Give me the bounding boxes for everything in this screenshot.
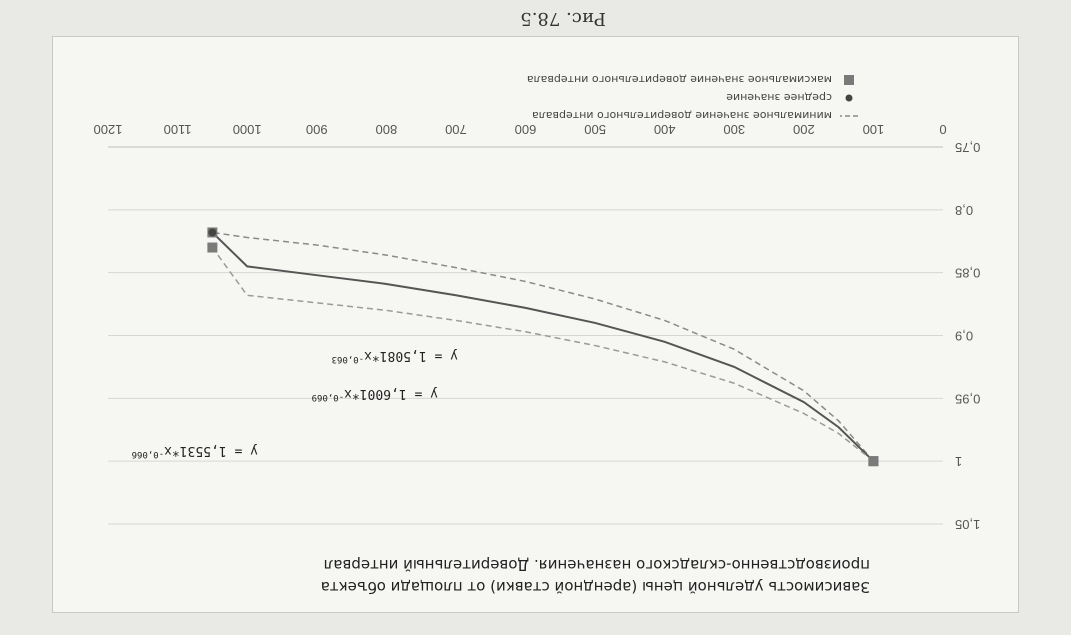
series-marker-square bbox=[207, 242, 218, 253]
x-tick-label: 300 bbox=[723, 122, 745, 137]
x-tick-label: 200 bbox=[793, 122, 815, 137]
chart-svg: 0,75 0,8 0,85 0,9 0,95 1 1,05 0 100 200 300 400 500 6… bbox=[94, 73, 981, 596]
x-tick-label: 1100 bbox=[164, 122, 192, 137]
legend-entry: максимальное значение доверительного инт… bbox=[527, 73, 832, 86]
trendline-equation-3: y = 1,5531*x-0,066 bbox=[132, 443, 258, 459]
grid-layer bbox=[108, 146, 943, 525]
y-tick-label: 1,05 bbox=[955, 517, 980, 532]
trendline-exponent-2: -0,069 bbox=[312, 392, 345, 402]
x-tick-label: 1000 bbox=[233, 122, 262, 137]
x-tick-label: 400 bbox=[654, 122, 676, 137]
y-tick-label: 1 bbox=[955, 454, 962, 469]
chart-frame: 0,75 0,8 0,85 0,9 0,95 1 1,05 0 100 200 300 400 500 6… bbox=[52, 36, 1019, 613]
y-tick-label: 0,95 bbox=[955, 391, 980, 406]
axis-layer: 0,75 0,8 0,85 0,9 0,95 1 1,05 0 100 200 300 400 500 6… bbox=[94, 122, 981, 532]
series-line-2 bbox=[211, 231, 875, 462]
y-tick-label: 0,75 bbox=[955, 140, 980, 155]
y-tick-label: 0,85 bbox=[955, 266, 980, 281]
trendline-exponent-1: -0,063 bbox=[332, 354, 365, 364]
series-marker-mean bbox=[208, 228, 217, 237]
trendline-equation-2: y = 1,6001*x-0,069 bbox=[312, 386, 438, 402]
figure-caption: Рис. 78.5 bbox=[520, 8, 606, 29]
trendline-exponent-3: -0,066 bbox=[132, 449, 165, 459]
x-tick-label: 800 bbox=[375, 122, 397, 137]
x-tick-label: 1200 bbox=[94, 122, 123, 137]
series-marker-square bbox=[868, 456, 879, 467]
series-layer bbox=[211, 231, 875, 462]
legend-layer: минимальное значение доверительного инте… bbox=[527, 73, 858, 122]
series-line-3 bbox=[211, 247, 874, 462]
x-tick-label: 700 bbox=[445, 122, 467, 137]
trendline-equation-1: y = 1,5081*x-0,063 bbox=[332, 348, 458, 364]
legend-entry: среднее значение bbox=[726, 91, 832, 104]
x-tick-label: 900 bbox=[306, 122, 328, 137]
x-tick-label: 500 bbox=[584, 122, 606, 137]
chart-title-line-1: Зависимость удельной цены (арендной став… bbox=[321, 578, 870, 596]
y-tick-label: 0,9 bbox=[955, 329, 973, 344]
chart-title-line-2: производственно-складского назначения. Д… bbox=[324, 556, 870, 574]
series-line-1 bbox=[212, 231, 874, 462]
y-tick-label: 0,8 bbox=[955, 203, 973, 218]
caption-svg: Рис. 78.5 bbox=[520, 8, 606, 29]
x-tick-label: 0 bbox=[939, 122, 946, 137]
x-tick-label: 600 bbox=[515, 122, 537, 137]
legend-swatch-mean bbox=[845, 94, 853, 102]
equation-layer: y = 1,5081*x-0,063 y = 1,6001*x-0,069 y = … bbox=[132, 348, 458, 459]
marker-layer bbox=[207, 227, 879, 467]
legend-swatch-max bbox=[844, 75, 854, 85]
legend-entry: минимальное значение доверительного инте… bbox=[532, 109, 832, 122]
x-tick-label: 100 bbox=[863, 122, 885, 137]
